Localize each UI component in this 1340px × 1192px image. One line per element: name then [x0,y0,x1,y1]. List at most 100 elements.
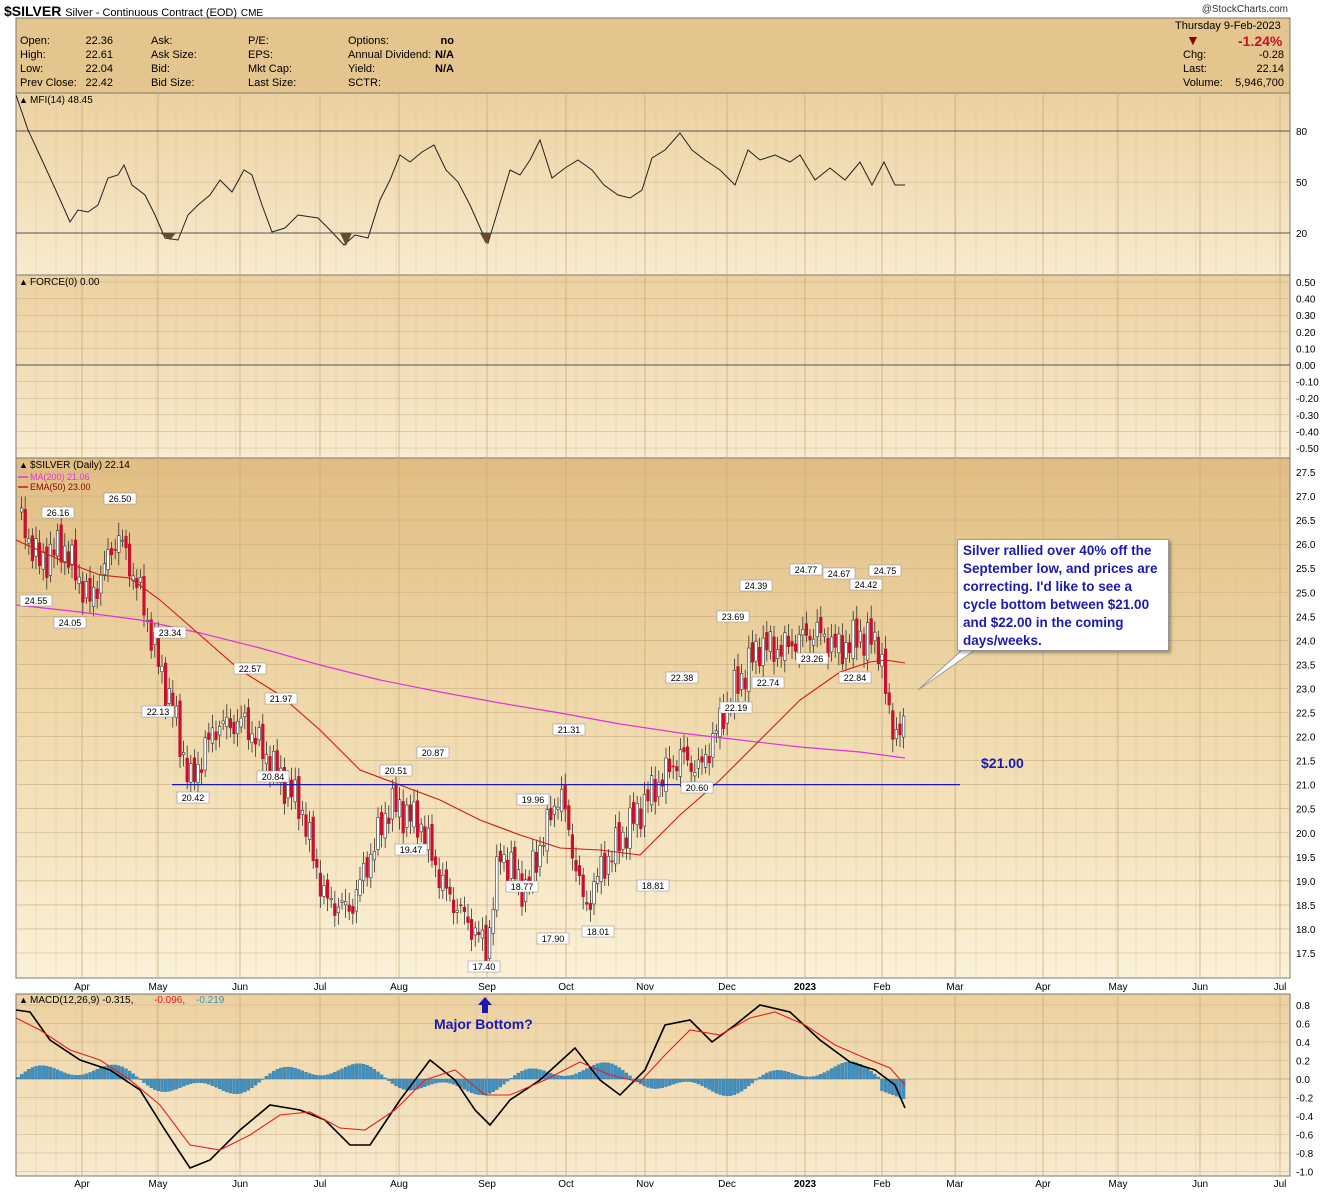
price-tick-label: 20.5 [1296,805,1316,816]
macd-hist-bar [693,1078,697,1083]
candle-body [487,927,492,959]
macd-hist-bar [358,1063,362,1080]
price-label-box [53,616,87,629]
macd-hist-bar [783,1070,787,1080]
macd-hist-bar [840,1063,845,1080]
candle-body [851,619,855,659]
force-tick-label: 0.40 [1296,295,1316,306]
candle-body [282,767,287,804]
candle-body [214,731,218,741]
candle-body [901,715,906,738]
macd-hist-bar [484,1078,488,1095]
price-data-label: 22.38 [671,673,694,683]
macd-hist-bar [189,1078,193,1084]
candle-body [293,779,297,803]
candle-body [624,837,628,849]
candle-body [675,766,679,772]
price-tick-label: 24.0 [1296,636,1316,647]
candle-body [862,633,866,656]
candle-body [757,647,762,667]
candle-body [361,862,366,882]
candle-body [192,757,197,782]
candle-body [167,688,171,704]
candle-body [315,858,319,868]
macd-hist-bar [556,1075,560,1080]
price-tick-label: 22.0 [1296,733,1316,744]
price-label-box [680,781,714,794]
candle-body [603,852,607,879]
candle-body [426,827,431,851]
price-data-label: 23.26 [801,654,824,664]
macd-hist-bar [41,1065,45,1080]
macd-hist-bar [365,1065,369,1080]
candle-body [606,856,610,875]
macd-hist-bar [167,1078,171,1092]
price-label-box [19,594,53,607]
candle-body [793,643,798,652]
macd-hist-bar [257,1078,261,1083]
price-data-label: 20.51 [385,766,408,776]
macd-hist-bar [754,1078,758,1081]
force-tick-label: -0.20 [1296,394,1319,405]
candle-body [174,705,179,719]
candle-body [300,809,305,815]
price-data-label: 22.74 [757,678,780,688]
symbol-description: Silver - Continuous Contract (EOD) [65,7,237,19]
candle-body [297,776,301,819]
macd-hist-bar [516,1072,521,1080]
price-x-label: Oct [558,982,574,993]
macd-hist-bar [153,1078,157,1090]
candle-body [95,588,99,599]
macd-hist-bar [59,1071,63,1080]
macd-x-label: Dec [718,1179,736,1190]
macd-hist-bar [880,1078,884,1091]
macd-hist-value: -0.219 [196,995,225,1006]
candle-body [271,750,276,773]
price-data-label: 26.50 [109,494,132,504]
candle-body [747,647,751,693]
macd-hist-bar [869,1071,873,1080]
quote-value: N/A [435,49,454,61]
candle-body [700,756,704,763]
force-tick-label: -0.50 [1296,444,1319,455]
macd-hist-bar [307,1073,312,1080]
candle-body [628,807,632,849]
macd-hist-bar [145,1078,150,1086]
candle-body [164,662,168,708]
price-label-box [789,563,823,576]
macd-hist-bar [563,1075,567,1080]
candle-body [491,909,495,934]
candle-body [142,576,146,616]
candle-body [563,784,567,810]
price-data-label: 19.96 [522,795,545,805]
candle-body [41,551,45,570]
candle-body [48,543,52,576]
macd-hist-bar [891,1078,895,1095]
macd-hist-bar [498,1078,503,1088]
macd-hist-bar [23,1071,27,1080]
macd-hist-bar [124,1068,128,1080]
candle-body [811,638,816,646]
candle-body [678,749,682,777]
macd-hist-bar [347,1065,351,1080]
candle-body [513,846,517,880]
macd-hist-bar [84,1073,89,1080]
exchange: CME [240,8,264,19]
candle-body [358,879,362,896]
candle-body [66,551,70,568]
macd-hist-bar [462,1078,467,1090]
price-label-box [41,506,75,519]
macd-hist-bar [786,1071,791,1080]
candle-body [883,648,888,694]
quote-value: 5,946,700 [1235,77,1284,89]
macd-hist-bar [534,1068,539,1080]
candle-body [545,809,549,852]
macd-hist-bar [171,1078,175,1091]
price-label-box [636,879,670,892]
candle-body [236,720,240,735]
macd-hist-bar [804,1076,809,1080]
candle-body [707,755,711,764]
candle-body [448,886,452,895]
price-tick-label: 21.0 [1296,781,1316,792]
price-data-label: 24.42 [855,580,878,590]
